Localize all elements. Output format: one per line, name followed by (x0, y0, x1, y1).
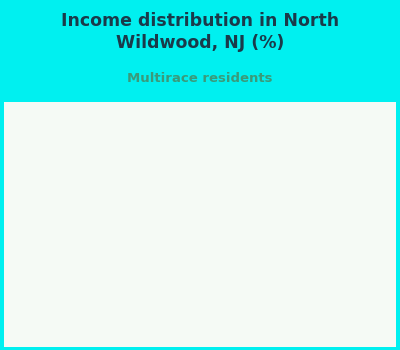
Text: Income distribution in North
Wildwood, NJ (%): Income distribution in North Wildwood, N… (61, 12, 339, 52)
Text: > $200k: > $200k (287, 274, 391, 295)
Text: Multirace residents: Multirace residents (127, 72, 273, 85)
Text: ●: ● (244, 125, 254, 135)
Wedge shape (102, 117, 208, 300)
Text: City-Data.com: City-Data.com (266, 125, 340, 135)
Text: $10k: $10k (65, 176, 154, 193)
Wedge shape (136, 117, 314, 329)
